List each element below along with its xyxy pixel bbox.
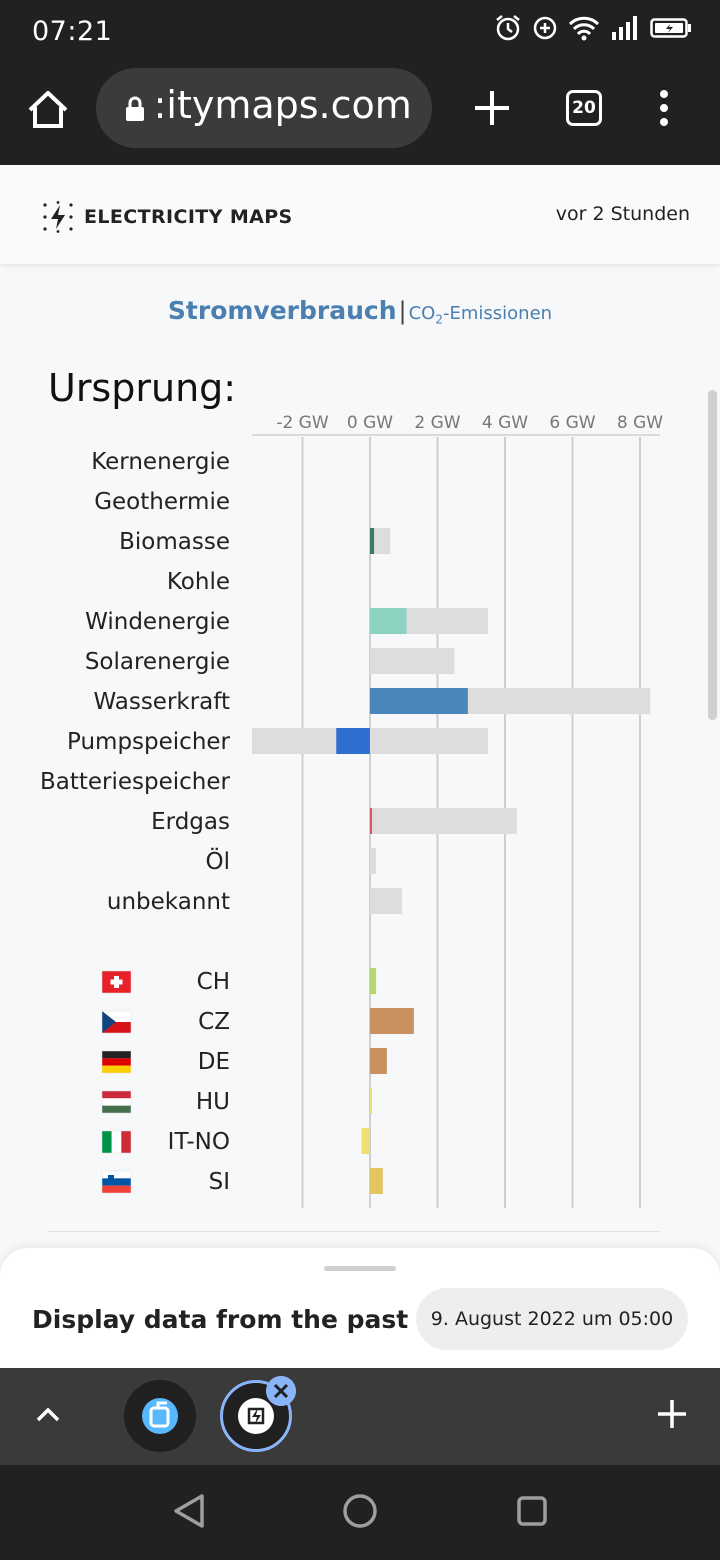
past-data-label: Display data from the past: [32, 1305, 409, 1334]
czech-flag-icon: [101, 1010, 132, 1034]
category-label: unbekannt: [107, 889, 230, 915]
new-tab-icon[interactable]: [472, 88, 512, 128]
tab-separator: |: [398, 297, 407, 325]
exchange-bar: [370, 1168, 383, 1194]
exchange-label: SI: [209, 1169, 230, 1195]
divider: [48, 1231, 660, 1232]
tab-emissions-prefix: CO: [408, 303, 436, 324]
chart-title: Ursprung:: [48, 366, 237, 410]
status-bar: 07:21: [0, 0, 720, 64]
category-label: Solarenergie: [85, 649, 230, 675]
site-favicon-icon: [142, 1398, 178, 1434]
category-label: Batteriespeicher: [40, 769, 231, 795]
exchange-bar: [370, 968, 377, 994]
production-bar: [370, 528, 375, 554]
capacity-bar: [370, 728, 489, 754]
tab-switcher-button[interactable]: 20: [566, 90, 602, 126]
exchange-bar: [370, 1008, 414, 1034]
exchange-label: CZ: [198, 1009, 230, 1035]
x-tick-label: -2 GW: [276, 413, 329, 433]
germany-flag-icon: [101, 1050, 132, 1074]
x-tick-label: 0 GW: [347, 413, 393, 433]
slovenia-flag-icon: [101, 1170, 132, 1194]
tab-emissions[interactable]: CO2-Emissionen: [408, 303, 553, 327]
tab-emissions-subscript: 2: [435, 312, 443, 327]
home-circle-icon[interactable]: [342, 1493, 378, 1529]
add-tab-icon[interactable]: [656, 1398, 688, 1430]
tab-consumption[interactable]: Stromverbrauch: [167, 296, 397, 325]
x-tick-label: 8 GW: [617, 413, 663, 433]
switzerland-flag-icon: [101, 970, 132, 994]
exchange-bar: [370, 1048, 387, 1074]
exchange-label: HU: [196, 1089, 230, 1115]
address-bar[interactable]: :itymaps.com: [96, 68, 432, 148]
data-saver-icon: [533, 16, 557, 40]
group-tab-1[interactable]: [124, 1380, 196, 1452]
capacity-bar: [370, 648, 455, 674]
italy-flag-icon: [101, 1130, 132, 1154]
scrollbar[interactable]: [708, 390, 717, 720]
capacity-bar: [370, 888, 403, 914]
battery-icon: [650, 18, 691, 38]
category-label: Erdgas: [151, 809, 230, 835]
system-nav-bar: [0, 1465, 720, 1560]
capacity-bar: [370, 848, 377, 874]
capacity-bar: [370, 808, 517, 834]
home-icon[interactable]: [24, 86, 72, 134]
exchange-label: DE: [198, 1049, 230, 1075]
category-label: Windenergie: [85, 609, 230, 635]
category-label: Kohle: [167, 569, 230, 595]
category-label: Kernenergie: [91, 449, 230, 475]
electricity-maps-favicon-icon: [238, 1398, 274, 1434]
url-text: :itymaps.com: [146, 83, 412, 127]
category-label: Öl: [206, 847, 231, 875]
exchange-bar: [361, 1128, 370, 1154]
wifi-icon: [568, 16, 600, 41]
x-tick-label: 6 GW: [549, 413, 595, 433]
menu-icon[interactable]: [656, 88, 672, 128]
chart-mode-switch: Stromverbrauch| CO2-Emissionen: [0, 296, 720, 327]
category-label: Geothermie: [94, 489, 230, 515]
production-bar: [336, 728, 370, 754]
category-label: Biomasse: [119, 529, 230, 555]
x-tick-label: 4 GW: [482, 413, 528, 433]
chevron-up-icon[interactable]: [36, 1406, 60, 1422]
electricity-maps-logo-icon: [43, 201, 73, 233]
sheet-handle[interactable]: [324, 1266, 396, 1271]
origin-bar-chart: -2 GW 0 GW 2 GW 4 GW 6 GW 8 GW Kernenergie Geot…: [40, 413, 663, 1208]
status-icons: [494, 14, 692, 42]
exchange-label: IT-NO: [168, 1129, 230, 1155]
exchange-bar: [370, 1088, 372, 1114]
production-bar: [370, 608, 407, 634]
tab-emissions-suffix: -Emissionen: [443, 303, 553, 324]
capacity-bar: [370, 528, 391, 554]
browser-toolbar: :itymaps.com 20: [0, 64, 720, 165]
signal-icon: [612, 16, 637, 40]
status-time: 07:21: [32, 16, 113, 47]
alarm-icon: [496, 15, 520, 41]
site-header: ELECTRICITY MAPS vor 2 Stunden: [0, 165, 720, 264]
recent-apps-icon[interactable]: [516, 1495, 548, 1527]
hungary-flag-icon: [101, 1090, 132, 1114]
brand-name: ELECTRICITY MAPS: [84, 206, 293, 228]
production-bar: [370, 688, 468, 714]
close-icon[interactable]: [266, 1376, 296, 1406]
production-bar: [370, 808, 372, 834]
last-updated-text: vor 2 Stunden: [555, 203, 690, 225]
lock-icon: [126, 96, 144, 121]
tab-group-bar: [0, 1368, 720, 1465]
category-label: Wasserkraft: [93, 689, 230, 715]
exchange-label: CH: [197, 969, 230, 995]
category-label: Pumpspeicher: [67, 729, 231, 755]
x-tick-label: 2 GW: [414, 413, 460, 433]
date-picker-button[interactable]: 9. August 2022 um 05:00: [416, 1288, 688, 1350]
back-icon[interactable]: [172, 1493, 206, 1529]
past-data-sheet: Display data from the past 9. August 202…: [0, 1248, 720, 1368]
